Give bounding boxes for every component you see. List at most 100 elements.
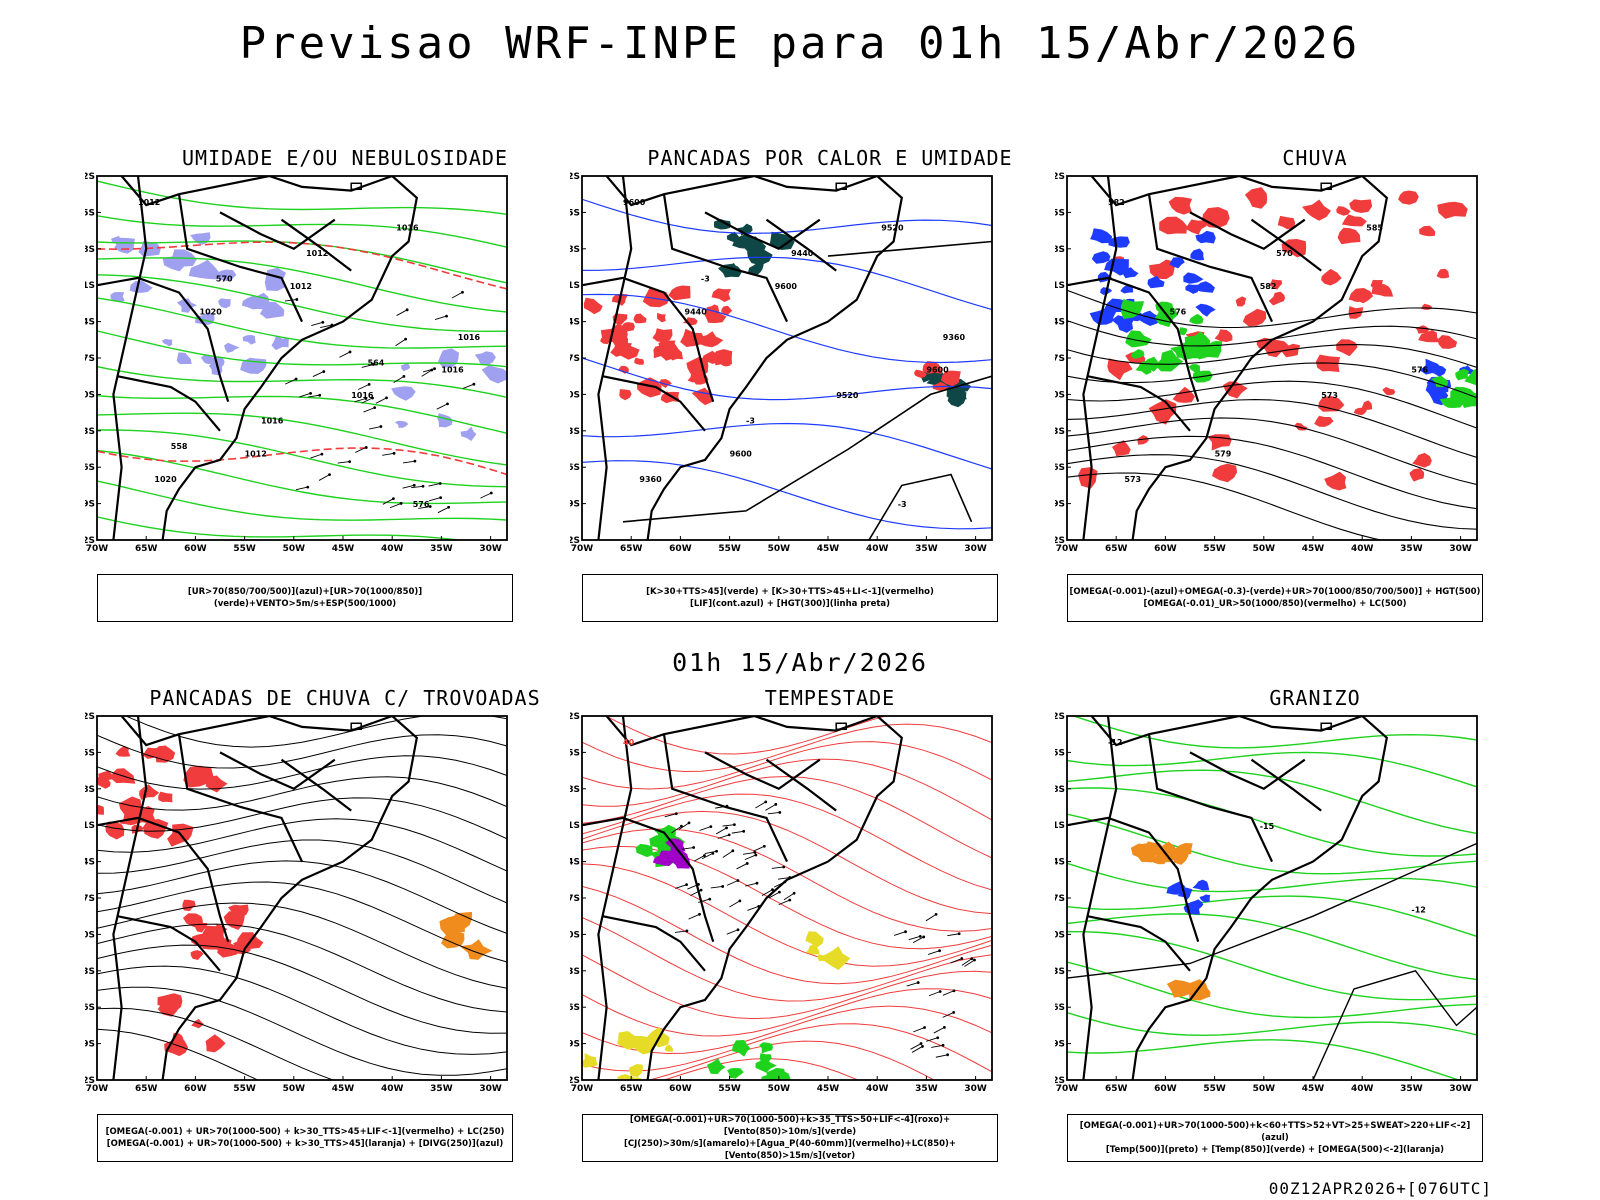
wind-vector	[726, 929, 739, 935]
thunderstorm-area	[190, 950, 204, 960]
wind-vector-head	[413, 459, 417, 463]
wind-vector	[428, 483, 441, 487]
wind-vector	[755, 801, 766, 809]
wind-vector-head	[941, 1043, 945, 1047]
humidity-upper-area	[200, 354, 216, 365]
wind-vector	[768, 891, 780, 899]
lat-label: 30S	[85, 390, 95, 400]
wind-vector-head	[938, 990, 942, 993]
humidity-low-contour	[97, 395, 507, 434]
omega-area	[1123, 267, 1139, 279]
temp850-contour	[1067, 913, 1477, 981]
lon-label: 55W	[1203, 544, 1226, 554]
contour-label: 1012	[306, 249, 328, 258]
contour-label: 576	[1170, 307, 1187, 316]
panel-legend: [UR>70(850/700/500)](azul)+[UR>70(1000/8…	[97, 574, 513, 622]
wind-vector-head	[918, 934, 922, 938]
panel-chuva: CHUVA 58258257657958557657357357012S15S1…	[1055, 146, 1575, 622]
wind-vector	[933, 1026, 945, 1034]
humidity-upper-area	[401, 362, 411, 372]
wind-vector-head	[320, 452, 324, 456]
lat-label: 36S	[1055, 463, 1065, 473]
wind-vector-head	[919, 1042, 923, 1045]
jet-area	[617, 1074, 635, 1080]
lat-label: 30S	[1055, 930, 1065, 940]
wind-vector-head	[392, 497, 395, 501]
wind-vector	[950, 958, 962, 964]
wind-vector-head	[438, 482, 442, 485]
map-tempestade: 40 12S 15S 18S 21S 24S 27S 30S 33S 36S 39S 42S70W 65…	[570, 712, 993, 1094]
wind-vector	[722, 850, 734, 858]
rain-area	[1348, 288, 1374, 304]
wind-vector	[942, 990, 955, 996]
omega-area	[1147, 275, 1165, 289]
wind-vector-head	[685, 883, 688, 887]
temp850-contour	[1067, 751, 1477, 788]
lon-label: 60W	[669, 1084, 692, 1094]
lat-label: 33S	[85, 427, 95, 437]
lon-label: 70W	[1056, 1084, 1079, 1094]
streamline-250	[97, 902, 507, 989]
omega-area	[1169, 257, 1185, 269]
streamline-850	[582, 863, 992, 967]
wind-vector	[745, 882, 758, 887]
jet-area	[646, 1027, 670, 1048]
strong-omega-area	[1189, 313, 1204, 325]
lon-label: 70W	[1056, 544, 1079, 554]
contour-label: 570	[216, 275, 233, 284]
wind-vector	[437, 506, 449, 514]
wind-vector-head	[753, 851, 757, 854]
humidity-low-contour	[97, 330, 507, 368]
wind-vector	[947, 933, 960, 937]
hgt500-contour	[1067, 344, 1477, 369]
panel-title: PANCADAS DE CHUVA C/ TROVOADAS	[149, 686, 541, 710]
lon-label: 60W	[1154, 1084, 1177, 1094]
strong-omega-area	[1464, 368, 1477, 386]
lat-label: 24S	[85, 858, 95, 868]
streamline-850	[582, 810, 992, 915]
wind-vector	[704, 850, 717, 854]
contour-label: 573	[1124, 475, 1141, 484]
wind-vector-head	[309, 391, 312, 395]
panel-legend: [OMEGA(-0.001)-(azul)+OMEGA(-0.3)-(verde…	[1067, 574, 1483, 622]
wind-vector-head	[439, 496, 443, 499]
rain-area	[1242, 308, 1267, 327]
omega-area	[1111, 315, 1135, 333]
legend-line: [OMEGA(-0.001) + UR>70(1000-500) + k>30_…	[105, 1127, 505, 1137]
wind-vector	[928, 950, 940, 955]
wind-vector-head	[762, 844, 766, 848]
wind-vector	[777, 877, 790, 880]
wind-vector	[761, 889, 773, 897]
streamline-850	[582, 775, 992, 859]
lon-label: 60W	[1154, 544, 1177, 554]
lat-label: 15S	[570, 748, 580, 758]
run-info: 00Z12APR2026+[076UTC]	[1268, 1179, 1492, 1198]
wind-vector-head	[348, 460, 352, 463]
omega-area	[1185, 284, 1200, 294]
convection-area	[652, 328, 673, 343]
axes: 12S 15S 18S 21S 24S 27S 30S 33S 36S 39S 42S70W 65W 6…	[1055, 712, 1472, 1094]
thunderstorm-area	[157, 993, 183, 1013]
lon-label: 30W	[964, 544, 987, 554]
wind-vector	[699, 826, 711, 831]
country-border	[112, 176, 148, 540]
humidity-low-contour	[97, 365, 507, 398]
contour-label: -3	[701, 275, 710, 284]
country-border	[280, 758, 352, 812]
wind-vector	[736, 863, 748, 870]
lon-label: 40W	[381, 544, 404, 554]
hgt500-contour	[1067, 454, 1477, 530]
wind-vector-head	[385, 396, 388, 400]
heat-moisture-area	[741, 236, 766, 253]
panel-trovoadas: PANCADAS DE CHUVA C/ TROVOADAS 12S 15S 18S…	[85, 686, 605, 1162]
contour-label: 9360	[943, 333, 966, 342]
wind-vector	[742, 851, 755, 855]
panel-legend: [OMEGA(-0.001)+UR>70(1000-500)+k>35_TTS>…	[582, 1114, 998, 1162]
lon-label: 65W	[620, 1084, 643, 1094]
lon-label: 55W	[718, 544, 741, 554]
omega500-area	[1166, 979, 1194, 998]
humidity-upper-area	[481, 365, 507, 384]
contour-label: 9360	[639, 475, 662, 484]
wind-vector	[778, 899, 790, 906]
wind-vector	[701, 852, 714, 860]
